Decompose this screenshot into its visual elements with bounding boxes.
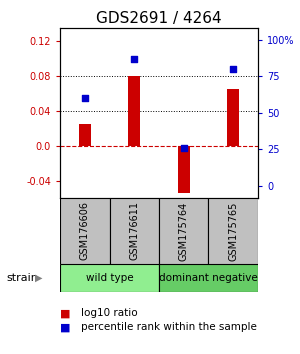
- Text: GSM175764: GSM175764: [179, 201, 189, 261]
- Text: wild type: wild type: [86, 273, 133, 283]
- Text: strain: strain: [6, 273, 38, 283]
- Point: [181, 145, 186, 150]
- Bar: [60, 198, 110, 264]
- Text: ■: ■: [60, 322, 70, 332]
- Bar: [60, 264, 159, 292]
- Text: dominant negative: dominant negative: [159, 273, 258, 283]
- Bar: [227, 89, 239, 146]
- Text: ▶: ▶: [34, 273, 42, 283]
- Text: GSM176611: GSM176611: [129, 201, 139, 261]
- Text: ■: ■: [60, 308, 70, 318]
- Text: percentile rank within the sample: percentile rank within the sample: [81, 322, 257, 332]
- Point: [82, 95, 87, 101]
- Bar: [208, 198, 258, 264]
- Bar: [159, 198, 208, 264]
- Bar: [79, 124, 91, 146]
- Text: GSM175765: GSM175765: [228, 201, 238, 261]
- Bar: [128, 76, 140, 146]
- Text: log10 ratio: log10 ratio: [81, 308, 138, 318]
- Text: GSM176606: GSM176606: [80, 201, 90, 261]
- Bar: [159, 264, 258, 292]
- Title: GDS2691 / 4264: GDS2691 / 4264: [96, 11, 222, 26]
- Bar: [178, 146, 190, 193]
- Point: [132, 56, 137, 62]
- Bar: [110, 198, 159, 264]
- Point: [231, 66, 236, 72]
